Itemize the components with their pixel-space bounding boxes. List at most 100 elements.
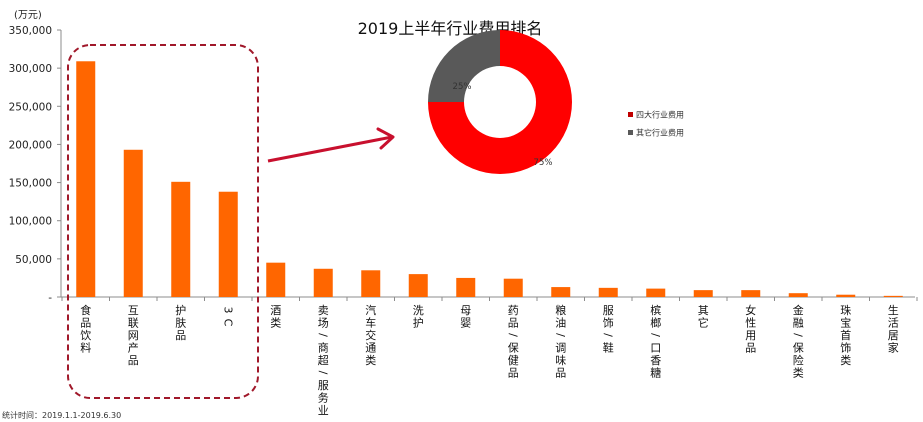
bar [883, 295, 903, 297]
category-label: 性 [745, 316, 756, 330]
bar [503, 278, 523, 297]
bar [788, 293, 808, 297]
category-labels: 食品饮料互联网产品护肤品3C酒类卖场/商超/服务业汽车交通类洗护母婴药品/保健品… [80, 303, 899, 417]
category-label: 险 [793, 353, 804, 367]
bar [218, 191, 238, 297]
x-axis [61, 296, 918, 301]
y-tick-label: 50,000 [15, 254, 52, 266]
category-label: 宝 [840, 316, 851, 330]
category-label: 食 [80, 303, 91, 317]
category-label: 粮 [555, 303, 566, 317]
category-label: 品 [508, 317, 519, 330]
category-label: 饰 [603, 316, 614, 330]
category-label: / [791, 333, 804, 337]
category-label: 品 [555, 367, 566, 380]
category-label: 糖 [650, 366, 661, 380]
arrow-icon [267, 127, 395, 163]
category-label: 品 [175, 329, 186, 342]
category-label: 务 [318, 392, 329, 405]
legend-swatch-major [628, 112, 633, 117]
category-label: 类 [793, 366, 804, 380]
category-label: 护 [413, 316, 424, 330]
y-axis-unit: (万元) [14, 10, 42, 21]
donut-segment [428, 30, 500, 102]
bar [836, 294, 856, 297]
category-label: 健 [508, 354, 519, 367]
category-label: 香 [650, 354, 661, 367]
category-label: 鞋 [603, 341, 614, 355]
category-label: 其 [698, 304, 709, 317]
category-label: 产 [128, 341, 139, 355]
category-label: 品 [80, 317, 91, 330]
category-label: 互 [128, 304, 139, 317]
category-label: 业 [318, 404, 329, 417]
donut-chart [428, 30, 572, 174]
category-label: C [221, 319, 234, 327]
category-label: 用 [745, 329, 756, 342]
category-label: / [601, 333, 614, 337]
category-label: 融 [793, 317, 804, 330]
category-label: 首 [840, 328, 851, 342]
bar [456, 277, 476, 297]
category-label: 服 [318, 379, 329, 392]
category-label: 酒 [270, 304, 281, 317]
y-tick-label: - [48, 292, 52, 304]
bar-series [76, 61, 903, 297]
highlight-box [67, 44, 259, 399]
category-label: 护 [175, 303, 186, 317]
category-label: 洗 [413, 304, 424, 317]
legend-swatch-minor [628, 130, 633, 135]
category-label: 类 [365, 353, 376, 367]
category-label: 品 [128, 354, 139, 367]
category-label: 居 [888, 329, 899, 342]
category-label: 饮 [80, 329, 91, 342]
category-label: / [316, 333, 329, 337]
category-label: 调 [555, 342, 566, 355]
category-label: 珠 [840, 303, 851, 317]
category-label: 口 [650, 342, 661, 355]
legend-label-major: 四大行业费用 [636, 110, 684, 120]
category-label: / [506, 333, 519, 337]
bar [171, 181, 191, 297]
category-label: / [316, 371, 329, 375]
bar [551, 287, 571, 297]
category-label: 金 [793, 303, 804, 317]
bar [408, 274, 428, 297]
category-label: 类 [270, 316, 281, 330]
category-label: / [649, 333, 662, 337]
category-label: 联 [128, 317, 139, 330]
donut-label-minor: 25% [453, 82, 472, 92]
category-label: 保 [793, 341, 804, 355]
category-label: / [554, 333, 567, 337]
donut-label-major: 75% [534, 158, 553, 168]
y-tick-label: 100,000 [9, 216, 52, 228]
legend-label-minor: 其它行业费用 [636, 128, 684, 138]
category-label: 家 [888, 341, 899, 355]
bar [266, 262, 286, 297]
y-tick-label: 300,000 [9, 63, 52, 75]
category-label: 料 [80, 341, 91, 355]
category-label: 通 [365, 342, 376, 355]
category-label: 它 [698, 316, 709, 330]
category-label: 槟 [650, 303, 661, 317]
bar [76, 61, 96, 297]
category-label: 商 [318, 341, 329, 355]
footnote: 统计时间：2019.1.1-2019.6.30 [2, 410, 121, 420]
category-label: 母 [460, 304, 471, 317]
bar [361, 270, 381, 297]
category-label: 超 [318, 353, 329, 367]
category-label: 肤 [175, 316, 186, 330]
bar [741, 290, 761, 297]
category-label: 品 [508, 367, 519, 380]
donut-segment [428, 30, 572, 174]
category-label: 女 [745, 303, 756, 317]
category-label: 3 [221, 307, 234, 314]
y-tick-label: 250,000 [9, 101, 52, 113]
category-label: 油 [555, 316, 566, 330]
category-label: 卖 [318, 304, 329, 317]
y-tick-label: 350,000 [9, 25, 52, 37]
category-label: 药 [508, 304, 519, 317]
category-label: 汽 [365, 303, 376, 317]
bar [693, 290, 713, 297]
category-label: 饰 [840, 341, 851, 355]
